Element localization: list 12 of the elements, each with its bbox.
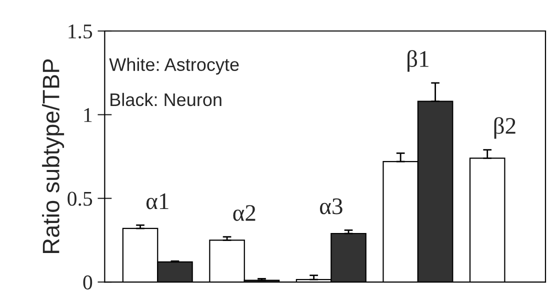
annotation: Black: Neuron	[110, 92, 222, 106]
y-tick-label: 0	[83, 275, 92, 290]
y-tick-label: 0.5	[68, 192, 92, 206]
x-tick-label: β2	[494, 117, 516, 139]
x-tick-label: α1	[146, 193, 168, 210]
x-tick-label: α3	[320, 198, 342, 214]
y-axis-title: Ratio subtype/TBP	[42, 59, 64, 254]
x-tick-label: α2	[233, 205, 256, 221]
x-tick-label: β1	[408, 50, 428, 72]
y-tick-label: 1.5	[68, 24, 92, 39]
annotation: White: Astrocyte	[109, 58, 239, 75]
y-tick-label: 1	[84, 108, 92, 122]
